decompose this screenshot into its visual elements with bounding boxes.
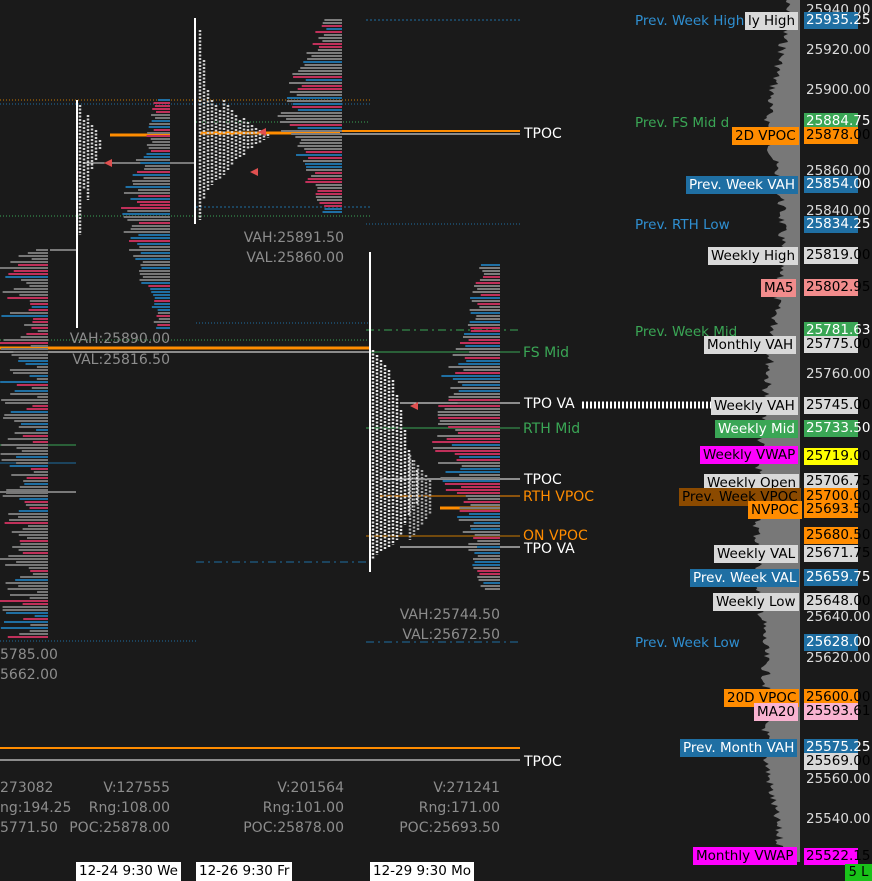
level-label: Weekly Mid bbox=[715, 420, 798, 438]
level-label: Prev. Week VAH bbox=[686, 176, 799, 194]
level-label: Prev. RTH Low bbox=[635, 217, 730, 233]
price-marker: 25854.00 bbox=[804, 176, 871, 193]
arrow-icon bbox=[104, 159, 112, 167]
session-volume: 273082 bbox=[0, 780, 54, 796]
price-marker: 25600.00 bbox=[804, 689, 871, 706]
session-range: Rng:108.00 bbox=[88, 800, 170, 816]
level-label: Weekly High bbox=[708, 247, 799, 265]
val-label: 5662.00 bbox=[0, 667, 58, 683]
price-marker: 25659.75 bbox=[804, 569, 871, 586]
price-tick: 25900.00 bbox=[806, 82, 871, 98]
level-label: Weekly Low bbox=[713, 593, 799, 611]
price-marker: 25575.25 bbox=[804, 739, 871, 756]
price-marker: 25781.63 bbox=[804, 322, 871, 339]
val-label: VAL:25860.00 bbox=[246, 250, 344, 266]
rth-mid-label: RTH Mid bbox=[523, 421, 581, 437]
price-marker: 25593.61 bbox=[804, 703, 871, 720]
price-marker: 25884.75 bbox=[804, 113, 871, 130]
level-label: Weekly VAL bbox=[714, 545, 799, 563]
level-label: Prev. FS Mid d bbox=[635, 115, 730, 131]
price-marker: 25802.95 bbox=[804, 279, 871, 296]
session-poc: 5771.50 bbox=[0, 820, 58, 836]
vah-label: VAH:25890.00 bbox=[69, 331, 170, 347]
price-tick: 25560.00 bbox=[806, 771, 871, 787]
level-label: Prev. Month VAH bbox=[680, 739, 798, 757]
session-poc: POC:25878.00 bbox=[69, 820, 170, 836]
session-range: ng:194.25 bbox=[0, 800, 72, 816]
session-volume: V:201564 bbox=[277, 780, 344, 796]
level-label: Prev. Week High bbox=[635, 13, 745, 29]
badge: 5 L bbox=[845, 864, 872, 881]
fs-mid-label: FS Mid bbox=[523, 345, 569, 361]
vah-label: 5785.00 bbox=[0, 647, 58, 663]
price-marker: 25671.75 bbox=[804, 545, 871, 562]
tpoc-label: TPOC bbox=[524, 754, 562, 770]
price-marker: 25733.50 bbox=[804, 420, 871, 437]
time-axis-label: 12-29 9:30 Mo bbox=[370, 862, 475, 881]
time-axis-label: 12-24 9:30 We bbox=[76, 862, 181, 881]
price-marker: 25700.00 bbox=[804, 488, 871, 505]
level-label: Monthly VAH bbox=[704, 336, 797, 354]
session-range: Rng:171.00 bbox=[418, 800, 500, 816]
level-label: Weekly VAH bbox=[711, 397, 798, 415]
price-marker: 25834.25 bbox=[804, 216, 871, 233]
arrow-icon bbox=[258, 128, 266, 136]
price-tick: 25860.00 bbox=[806, 163, 871, 179]
session-volume: V:127555 bbox=[103, 780, 170, 796]
val-label: VAL:25816.50 bbox=[72, 352, 170, 368]
tpoc-label: TPOC bbox=[524, 472, 562, 488]
price-tick: 25620.00 bbox=[806, 650, 871, 666]
level-label: Weekly VWAP bbox=[700, 446, 799, 464]
price-marker: 25522.15 bbox=[804, 848, 871, 865]
price-marker: 25745.00 bbox=[804, 397, 871, 414]
vah-label: VAH:25891.50 bbox=[243, 230, 344, 246]
price-marker: 25775.00 bbox=[804, 336, 871, 353]
price-marker: 25628.00 bbox=[804, 634, 871, 651]
level-label: 20D VPOC bbox=[724, 689, 800, 707]
level-label: MA5 bbox=[761, 279, 797, 297]
val-label: VAL:25672.50 bbox=[402, 627, 500, 643]
arrow-icon bbox=[410, 402, 418, 410]
level-label: Monthly VWAP bbox=[693, 847, 797, 865]
price-tick: 25760.00 bbox=[806, 366, 871, 382]
level-label: Weekly Open bbox=[704, 474, 800, 492]
arrow-icon bbox=[250, 168, 258, 176]
tpoc-label: TPOC bbox=[524, 126, 562, 142]
vah-label: VAH:25744.50 bbox=[399, 607, 500, 623]
price-marker: 25569.00 bbox=[804, 753, 871, 770]
price-tick: 25840.00 bbox=[806, 203, 871, 219]
session-poc: POC:25878.00 bbox=[243, 820, 344, 836]
price-tick: 25920.00 bbox=[806, 42, 871, 58]
level-label: 2D VPOC bbox=[732, 127, 799, 145]
level-label: ly High bbox=[745, 12, 799, 30]
price-marker: 25719.00 bbox=[804, 448, 871, 465]
level-label: MA20 bbox=[754, 703, 799, 721]
price-marker: 25680.50 bbox=[804, 527, 871, 544]
level-label: Prev. Week Low bbox=[635, 635, 740, 651]
price-marker: 25878.00 bbox=[804, 127, 871, 144]
price-marker: 25693.50 bbox=[804, 501, 871, 518]
price-tick: 25640.00 bbox=[806, 609, 871, 625]
tpo-va-label: TPO VA bbox=[524, 541, 575, 557]
on-vpoc-label: ON VPOC bbox=[523, 528, 588, 544]
session-volume: V:271241 bbox=[433, 780, 500, 796]
session-poc: POC:25693.50 bbox=[399, 820, 500, 836]
price-marker: 25819.00 bbox=[804, 247, 871, 264]
price-marker: 25706.75 bbox=[804, 473, 871, 490]
tpo-va-label: TPO VA bbox=[524, 396, 575, 412]
price-tick: 25540.00 bbox=[806, 811, 871, 827]
level-label: Prev. Week VAL bbox=[690, 569, 800, 587]
price-marker: 25648.00 bbox=[804, 593, 871, 610]
session-range: Rng:101.00 bbox=[262, 800, 344, 816]
level-label: NVPOC bbox=[748, 501, 802, 519]
time-axis-label: 12-26 9:30 Fr bbox=[196, 862, 293, 881]
rth-vpoc-label: RTH VPOC bbox=[523, 489, 595, 505]
price-marker: 25935.25 bbox=[804, 12, 871, 29]
